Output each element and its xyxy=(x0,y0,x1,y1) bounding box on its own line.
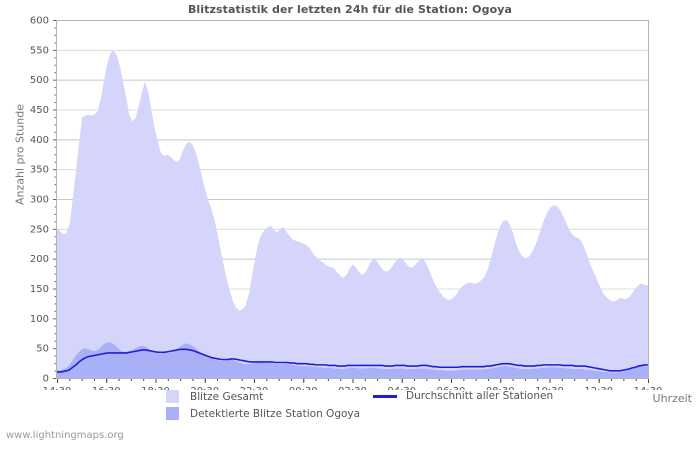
y-tick-labels: 0 50 100 150 200 250 300 350 400 450 500 550 600 xyxy=(30,16,49,385)
plot-frame xyxy=(56,20,649,379)
chart-legend: Blitze Gesamt Detektierte Blitze Station… xyxy=(0,388,700,428)
legend-label: Blitze Gesamt xyxy=(190,390,264,403)
line-durchschnitt-aller-stationen xyxy=(57,348,648,373)
x-tick-label: 06:30 xyxy=(437,386,466,390)
legend-item-blitze-gesamt: Blitze Gesamt xyxy=(166,390,263,403)
y-tick-label: 250 xyxy=(30,224,49,235)
series-layer xyxy=(57,49,648,378)
y-tick-label: 350 xyxy=(30,165,49,176)
legend-label: Durchschnitt aller Stationen xyxy=(406,390,554,402)
x-tick-label: 20:30 xyxy=(190,386,219,390)
x-tick-labels: 14:30 16:30 18:30 20:30 22:30 00:30 02:30 04:30… xyxy=(43,386,663,390)
x-tick-label: 18:30 xyxy=(141,386,170,390)
y-tick-label: 300 xyxy=(30,195,49,206)
legend-line-icon xyxy=(373,394,397,398)
x-tick-label: 08:30 xyxy=(486,386,515,390)
plot-area: 0 50 100 150 200 250 300 350 400 450 500 550 600 14:… xyxy=(30,16,663,391)
x-tick-label: 00:30 xyxy=(289,386,318,390)
legend-label: Detektierte Blitze Station Ogoya xyxy=(190,407,361,420)
legend-swatch-icon xyxy=(166,390,179,403)
chart-title: Blitzstatistik der letzten 24h für die S… xyxy=(187,3,513,16)
x-tick-label: 02:30 xyxy=(338,386,367,390)
x-tick-label: 22:30 xyxy=(240,386,269,390)
x-tick-label: 10:30 xyxy=(535,386,564,390)
x-tick-label: 16:30 xyxy=(92,386,121,390)
y-tick-label: 400 xyxy=(30,135,49,146)
y-tick-label: 150 xyxy=(30,284,49,295)
x-axis-label: Uhrzeit xyxy=(652,392,692,405)
y-tick-label: 100 xyxy=(30,314,49,325)
legend-swatch-icon xyxy=(166,407,179,420)
x-tick-label: 04:30 xyxy=(387,386,416,390)
y-tick-label: 550 xyxy=(30,45,49,56)
y-tick-label: 200 xyxy=(30,254,49,265)
x-tick-label: 12:30 xyxy=(584,386,613,390)
x-tick-label: 14:30 xyxy=(634,386,663,390)
y-tick-label: 50 xyxy=(36,344,49,355)
y-tick-label: 500 xyxy=(30,75,49,86)
y-tick-label: 0 xyxy=(43,374,49,385)
footer-attribution: www.lightningmaps.org xyxy=(6,430,124,441)
legend-item-durchschnitt-aller-stationen: Durchschnitt aller Stationen xyxy=(373,390,553,402)
legend-item-detektierte-blitze-station: Detektierte Blitze Station Ogoya xyxy=(166,407,360,420)
x-tick-label: 14:30 xyxy=(43,386,72,390)
y-tick-label: 600 xyxy=(30,16,49,27)
y-tick-label: 450 xyxy=(30,105,49,116)
area-blitze-gesamt xyxy=(57,49,648,378)
area-detektierte-blitze-station xyxy=(57,342,648,378)
